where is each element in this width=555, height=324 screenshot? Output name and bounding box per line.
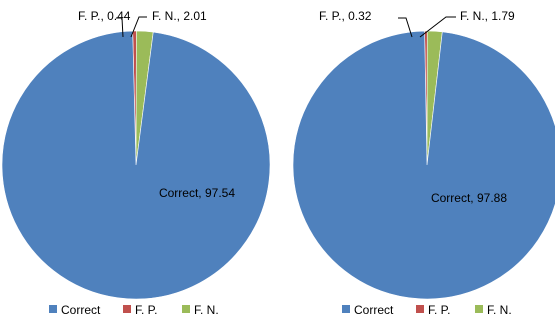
pie2-legend-swatch-correct: [342, 305, 350, 313]
pie1-legend-swatch-correct: [49, 305, 57, 313]
pie1-leader-line-f-n: [130, 16, 147, 38]
pie2-leader-line-f-n: [419, 16, 456, 38]
pie1-data-label-f-p: F. P., 0.44: [78, 9, 131, 23]
pie1-legend-label-f-p: F. P.: [135, 303, 157, 317]
pie2-legend-label-f-n: F. N.: [487, 303, 512, 317]
pie2-data-label-f-n: F. N., 1.79: [460, 9, 515, 23]
pie1-legend-label-correct: Correct: [61, 303, 101, 317]
pie1-legend-swatch-f-n: [182, 305, 190, 313]
pie1-slice-correct: [1, 30, 271, 300]
pie2-leader-line-f-p: [398, 17, 413, 38]
pie2-legend-label-correct: Correct: [354, 303, 394, 317]
pie2-data-label-f-p: F. P., 0.32: [319, 9, 372, 23]
pie1-leader-line-f-p: [116, 17, 124, 38]
pie2-legend-label-f-p: F. P.: [428, 303, 450, 317]
pie2-slice-correct: [292, 30, 555, 300]
pie2-legend-swatch-f-p: [416, 305, 424, 313]
pie1-legend-label-f-n: F. N.: [194, 303, 219, 317]
pie1-data-label-f-n: F. N., 2.01: [152, 9, 207, 23]
pie2-data-label-correct: Correct, 97.88: [431, 191, 507, 205]
pie1-data-label-correct: Correct, 97.54: [159, 186, 235, 200]
pie2-legend-swatch-f-n: [475, 305, 483, 313]
pie1-legend-swatch-f-p: [123, 305, 131, 313]
